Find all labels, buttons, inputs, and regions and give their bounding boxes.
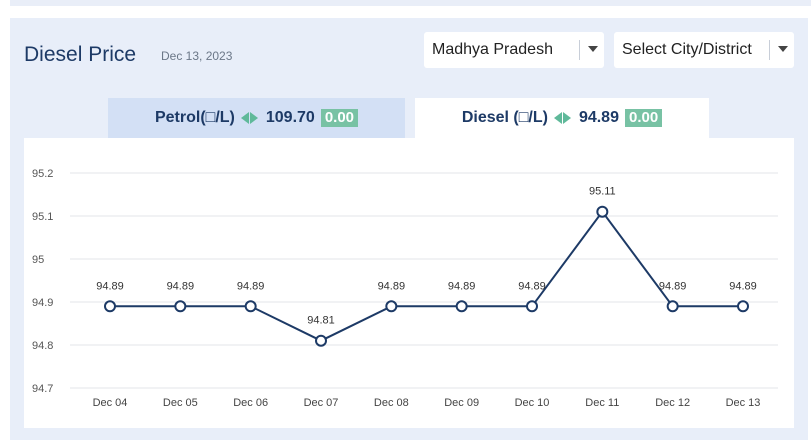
- data-label: 94.89: [96, 280, 124, 292]
- y-tick-label: 94.9: [32, 297, 53, 309]
- x-tick-label: Dec 13: [726, 397, 761, 409]
- select-divider: [579, 40, 580, 60]
- x-tick-label: Dec 09: [444, 397, 479, 409]
- state-select-value: Madhya Pradesh: [432, 41, 553, 58]
- tab-petrol-label: Petrol(□/L): [154, 109, 235, 126]
- tab-diesel-change-badge: 0.00: [624, 109, 663, 127]
- tab-diesel-label: Diesel (□/L): [461, 109, 548, 126]
- data-point: [455, 300, 468, 313]
- x-tick-label: Dec 06: [233, 397, 268, 409]
- data-point: [244, 300, 257, 313]
- data-point: [315, 334, 327, 347]
- y-tick-label: 95.1: [32, 211, 53, 223]
- state-select[interactable]: Madhya Pradesh: [424, 32, 604, 68]
- price-change-arrows-icon: [240, 112, 258, 124]
- x-tick-label: Dec 08: [374, 397, 409, 409]
- x-tick-label: Dec 05: [163, 397, 198, 409]
- price-date: Dec 13, 2023: [161, 49, 233, 63]
- top-strip: [10, 0, 811, 6]
- data-label: 94.81: [307, 315, 335, 327]
- x-tick-label: Dec 11: [585, 397, 619, 409]
- x-tick-label: Dec 07: [304, 397, 339, 409]
- tab-petrol[interactable]: Petrol(□/L) 109.70 0.00: [108, 98, 405, 138]
- data-point: [526, 300, 538, 313]
- y-tick-label: 95.2: [32, 168, 53, 180]
- city-select-value: Select City/District: [622, 41, 752, 58]
- tab-petrol-price: 109.70: [265, 109, 315, 126]
- data-point: [104, 300, 116, 313]
- price-change-arrows-icon: [553, 112, 571, 124]
- x-tick-label: Dec 10: [515, 397, 550, 409]
- tab-petrol-change-badge: 0.00: [320, 109, 359, 127]
- data-point: [737, 300, 749, 313]
- y-tick-label: 95: [32, 254, 44, 266]
- city-select[interactable]: Select City/District: [614, 32, 794, 68]
- data-point: [666, 300, 679, 313]
- data-label: 95.11: [589, 186, 616, 198]
- tab-diesel[interactable]: Diesel (□/L) 94.89 0.00: [415, 98, 709, 138]
- data-point: [174, 300, 187, 313]
- chevron-down-icon: [778, 46, 788, 52]
- data-point: [385, 300, 398, 313]
- data-label: 94.89: [729, 280, 757, 292]
- x-tick-label: Dec 04: [93, 397, 128, 409]
- select-divider: [769, 40, 770, 60]
- x-tick-label: Dec 12: [655, 397, 690, 409]
- y-tick-label: 94.7: [32, 383, 53, 395]
- y-tick-label: 94.8: [32, 340, 53, 352]
- data-label: 94.89: [167, 280, 195, 292]
- tab-diesel-price: 94.89: [578, 109, 619, 126]
- price-line-chart: 95.2 95.1 95 94.9 94.8 94.7 Dec 04 Dec 05 Dec 06…: [32, 168, 778, 409]
- series-line: [110, 210, 743, 342]
- data-label: 94.89: [237, 280, 265, 292]
- data-label: 94.89: [448, 280, 476, 292]
- price-card: Diesel Price Dec 13, 2023 Madhya Pradesh…: [10, 18, 808, 440]
- data-point: [596, 205, 609, 218]
- price-chart-container: 95.2 95.1 95 94.9 94.8 94.7 Dec 04 Dec 05 Dec 06…: [24, 138, 794, 428]
- chevron-down-icon: [588, 46, 598, 52]
- data-label: 94.89: [378, 280, 406, 292]
- data-label: 94.89: [659, 280, 687, 292]
- data-label: 94.89: [518, 280, 546, 292]
- page-title: Diesel Price: [24, 43, 137, 66]
